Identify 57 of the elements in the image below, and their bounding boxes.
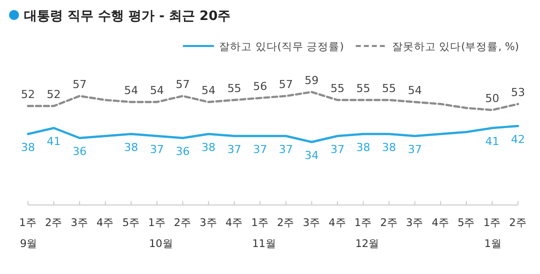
data-label: 37 — [408, 143, 422, 156]
data-label: 37 — [330, 143, 344, 156]
legend-label: 잘못하고 있다(부정률, %) — [392, 41, 519, 53]
data-label: 54 — [124, 84, 138, 97]
data-label: 57 — [72, 78, 87, 91]
data-label: 37 — [278, 143, 293, 156]
data-label: 53 — [511, 86, 525, 99]
x-tick-label: 1주 1월 — [483, 217, 502, 250]
data-label: 59 — [304, 74, 319, 87]
data-label: 38 — [124, 141, 138, 154]
x-tick-label: 3주 — [200, 217, 218, 229]
data-label: 55 — [227, 82, 242, 95]
data-label: 55 — [382, 82, 396, 95]
data-label: 54 — [408, 84, 422, 97]
data-label: 57 — [176, 78, 190, 91]
x-tick-label: 5주 — [458, 217, 476, 229]
x-tick-label: 1주 12월 — [354, 217, 380, 250]
data-label: 37 — [227, 143, 242, 156]
data-label: 36 — [72, 145, 87, 158]
x-tick-label: 4주 — [96, 217, 114, 229]
data-label: 57 — [278, 78, 293, 91]
data-label: 38 — [382, 141, 396, 154]
data-label: 55 — [356, 82, 370, 95]
legend-label: 잘하고 있다(직무 긍정률) — [218, 41, 344, 53]
data-label: 56 — [253, 80, 268, 93]
data-label: 37 — [253, 143, 268, 156]
chart-title: 대통령 직무 수행 평가 - 최근 20주 — [24, 9, 231, 24]
x-tick-label: 2주 — [380, 217, 398, 229]
data-label: 38 — [202, 141, 216, 154]
x-tick-label: 3주 — [70, 217, 88, 229]
x-tick-label: 4주 — [225, 217, 244, 229]
x-tick-label: 3주 — [302, 217, 321, 229]
data-label: 41 — [46, 135, 61, 148]
x-tick-label: 2주 — [277, 217, 295, 229]
x-tick-label: 2주 — [509, 217, 527, 229]
data-label: 38 — [356, 141, 370, 154]
x-tick-label: 5주 — [122, 217, 140, 229]
data-label: 37 — [150, 143, 164, 156]
data-label: 50 — [485, 92, 500, 105]
data-label: 38 — [21, 141, 35, 154]
data-label: 52 — [21, 88, 35, 101]
x-tick-label: 4주 — [328, 217, 346, 229]
data-label: 42 — [511, 133, 525, 146]
data-label: 55 — [330, 82, 344, 95]
data-label: 52 — [46, 88, 61, 101]
data-label: 36 — [176, 145, 190, 158]
data-label: 34 — [304, 149, 319, 162]
data-label: 54 — [202, 84, 216, 97]
x-tick-label: 2주 — [44, 217, 63, 229]
x-tick-label: 1주 10월 — [148, 217, 174, 250]
data-label: 41 — [485, 135, 500, 148]
x-tick-label: 2주 — [174, 217, 192, 229]
data-label: 54 — [150, 84, 164, 97]
x-tick-label: 1주 11월 — [251, 217, 276, 250]
x-tick-label: 4주 — [432, 217, 450, 229]
x-tick-label: 1주 9월 — [19, 217, 38, 250]
x-tick-label: 3주 — [406, 217, 424, 229]
